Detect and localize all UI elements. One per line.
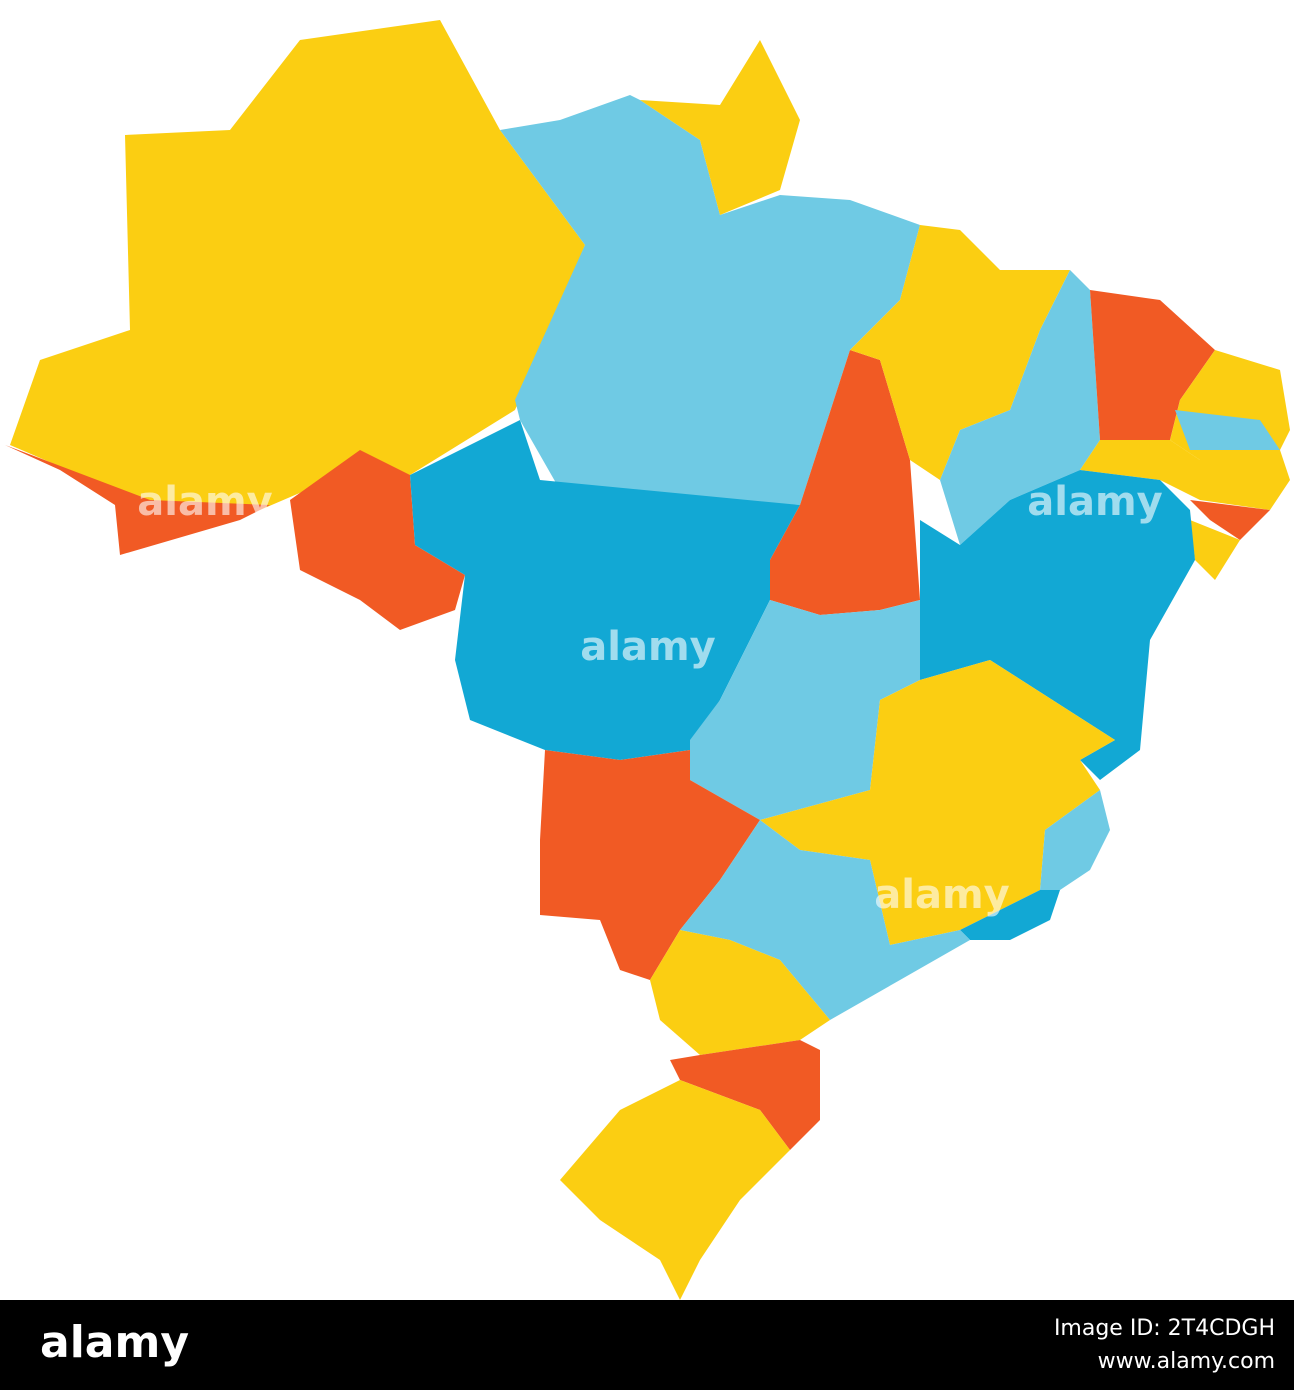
watermark: alamy: [580, 624, 715, 670]
paraiba: [1175, 410, 1280, 450]
alagoas: [1190, 500, 1270, 540]
santa-catarina: [670, 1040, 820, 1150]
rondonia: [290, 450, 465, 630]
amazonas: [10, 20, 585, 510]
mato-grosso-do-sul: [540, 750, 760, 980]
espirito-santo: [1040, 790, 1110, 890]
watermark: alamy: [1027, 479, 1162, 525]
rio-grande-do-sul: [560, 1080, 790, 1300]
piaui: [940, 270, 1100, 545]
watermark: alamy: [137, 479, 272, 525]
sao-paulo: [680, 820, 970, 1020]
footer-logo: alamy: [40, 1317, 189, 1368]
bahia: [920, 470, 1195, 780]
maranhao: [850, 225, 1070, 480]
mato-grosso: [410, 420, 800, 760]
parana: [650, 930, 830, 1055]
goias: [690, 600, 920, 820]
footer-bar: [0, 1300, 1294, 1390]
footer-url: www.alamy.com: [1098, 1349, 1275, 1374]
amapa: [640, 40, 800, 215]
image-id: Image ID: 2T4CDGH: [1054, 1316, 1275, 1341]
ceara: [1090, 290, 1215, 440]
minas-gerais: [760, 660, 1115, 945]
acre: [5, 445, 270, 555]
para: [500, 95, 920, 505]
rio-de-janeiro: [960, 890, 1060, 940]
pernambuco: [1080, 440, 1290, 510]
sergipe: [1190, 520, 1240, 580]
states: [5, 20, 1290, 1300]
watermark: alamy: [874, 872, 1009, 918]
tocantins: [770, 350, 920, 615]
